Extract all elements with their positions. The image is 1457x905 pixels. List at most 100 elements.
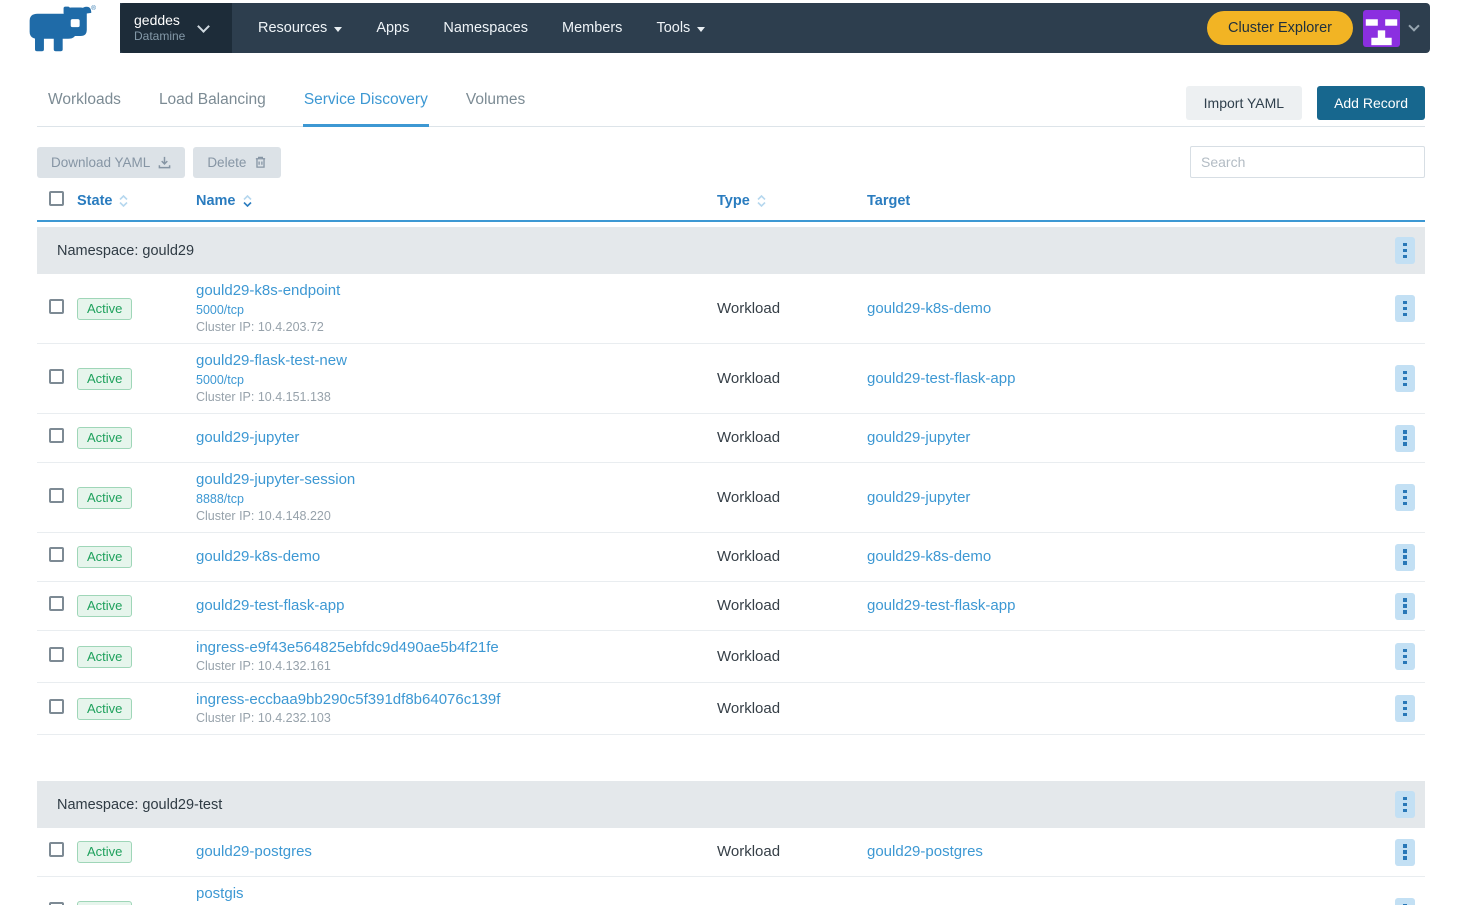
avatar[interactable]: [1363, 9, 1400, 47]
service-name-link[interactable]: postgis: [196, 885, 244, 902]
nav-item-label: Namespaces: [443, 20, 528, 36]
table-row: Active gould29-k8s-demo Workload gould29…: [37, 533, 1425, 582]
type-text: Workload: [717, 843, 781, 860]
nav-item-label: Resources: [258, 20, 328, 36]
service-name-link[interactable]: ingress-e9f43e564825ebfdc9d490ae5b4f21fe: [196, 639, 499, 656]
row-checkbox[interactable]: [49, 487, 64, 503]
target-link[interactable]: gould29-test-flask-app: [867, 597, 1016, 614]
search-input[interactable]: [1190, 146, 1425, 178]
table-row: Active gould29-postgres Workload gould29…: [37, 828, 1425, 877]
row-checkbox[interactable]: [49, 646, 64, 662]
select-all-checkbox[interactable]: [49, 191, 64, 206]
row-checkbox[interactable]: [49, 842, 64, 857]
namespace-label: Namespace: gould29-test: [57, 796, 223, 813]
column-header-target[interactable]: Target: [867, 193, 1385, 209]
target-link[interactable]: gould29-jupyter: [867, 488, 971, 506]
row-actions-kebab-icon[interactable]: [1395, 424, 1415, 452]
nav-item-label: Members: [562, 20, 623, 36]
service-port-link[interactable]: 5000/tcp: [196, 303, 244, 317]
target-link[interactable]: gould29-jupyter: [867, 429, 971, 446]
status-badge: Active: [77, 367, 133, 390]
service-name-link[interactable]: gould29-jupyter: [196, 429, 300, 446]
tab-volumes[interactable]: Volumes: [465, 91, 526, 108]
type-text: Workload: [717, 597, 781, 614]
nav-item-members[interactable]: Members: [562, 20, 622, 36]
table-header: State Name Type Target: [37, 191, 1425, 222]
namespace-actions-kebab-icon[interactable]: [1395, 791, 1415, 818]
target-link[interactable]: gould29-k8s-demo: [867, 548, 992, 565]
delete-button[interactable]: Delete: [193, 146, 282, 178]
cluster-ip-text: Cluster IP: 10.4.132.161: [196, 659, 331, 673]
table-row: Active ingress-e9f43e564825ebfdc9d490ae5…: [37, 631, 1425, 683]
delete-label: Delete: [207, 154, 247, 170]
type-text: Workload: [717, 299, 781, 317]
add-record-button[interactable]: Add Record: [1317, 86, 1425, 120]
rancher-logo[interactable]: ®: [0, 3, 120, 53]
service-name-link[interactable]: gould29-k8s-endpoint: [196, 282, 341, 299]
cluster-project-switcher[interactable]: geddes Datamine: [120, 3, 232, 53]
row-actions-kebab-icon[interactable]: [1395, 484, 1415, 511]
top-navigation-bar: ® geddes Datamine Resources Apps Namespa…: [0, 0, 1457, 53]
service-name-link[interactable]: gould29-jupyter-session: [196, 471, 356, 488]
row-checkbox[interactable]: [49, 698, 64, 714]
download-yaml-button[interactable]: Download YAML: [37, 146, 186, 178]
tab-load-balancing[interactable]: Load Balancing: [158, 91, 266, 108]
cluster-explorer-button[interactable]: Cluster Explorer: [1207, 11, 1353, 45]
row-checkbox[interactable]: [49, 368, 64, 384]
target-link[interactable]: gould29-postgres: [867, 903, 983, 905]
row-actions-kebab-icon[interactable]: [1395, 695, 1415, 722]
status-badge: Active: [77, 900, 133, 905]
row-actions-kebab-icon[interactable]: [1395, 592, 1415, 620]
row-actions-kebab-icon[interactable]: [1395, 838, 1415, 866]
cluster-name: geddes: [134, 11, 180, 28]
status-badge: Active: [77, 697, 133, 720]
row-actions-kebab-icon[interactable]: [1395, 898, 1415, 905]
user-menu-chevron-down-icon[interactable]: [1408, 20, 1420, 32]
service-name-link[interactable]: gould29-flask-test-new: [196, 352, 347, 369]
service-name-link[interactable]: gould29-postgres: [196, 843, 312, 860]
cluster-ip-text: Cluster IP: 10.4.203.72: [196, 320, 324, 334]
cluster-ip-text: Cluster IP: 10.4.151.138: [196, 390, 331, 404]
type-text: Workload: [717, 429, 781, 446]
tab-workloads[interactable]: Workloads: [48, 91, 121, 108]
service-name-link[interactable]: gould29-k8s-demo: [196, 548, 321, 565]
column-header-type[interactable]: Type: [717, 193, 867, 209]
nav-item-namespaces[interactable]: Namespaces: [443, 20, 528, 36]
row-checkbox[interactable]: [49, 428, 64, 443]
target-link[interactable]: gould29-test-flask-app: [867, 369, 1016, 387]
service-port-link[interactable]: 8888/tcp: [196, 492, 244, 506]
row-actions-kebab-icon[interactable]: [1395, 365, 1415, 392]
type-text: Workload: [717, 548, 781, 565]
namespace-group-gould29: Namespace: gould29 Active gould29-k8s-en…: [37, 227, 1425, 735]
row-actions-kebab-icon[interactable]: [1395, 295, 1415, 322]
row-checkbox[interactable]: [49, 298, 64, 314]
type-text: Workload: [717, 903, 780, 905]
namespace-actions-kebab-icon[interactable]: [1395, 237, 1415, 264]
table-row: Active gould29-jupyter Workload gould29-…: [37, 414, 1425, 463]
table-row: Active gould29-flask-test-new 5000/tcp C…: [37, 344, 1425, 414]
tab-service-discovery[interactable]: Service Discovery: [302, 83, 429, 127]
row-actions-kebab-icon[interactable]: [1395, 643, 1415, 670]
namespace-group-header: Namespace: gould29: [37, 227, 1425, 274]
row-checkbox[interactable]: [49, 547, 64, 562]
nav-item-apps[interactable]: Apps: [376, 20, 409, 36]
row-checkbox[interactable]: [49, 901, 64, 905]
status-badge: Active: [77, 297, 133, 320]
import-yaml-button[interactable]: Import YAML: [1185, 86, 1303, 120]
column-label: State: [77, 193, 113, 209]
target-link[interactable]: gould29-k8s-demo: [867, 299, 992, 317]
nav-item-resources[interactable]: Resources: [258, 20, 343, 36]
table-row: Active gould29-jupyter-session 8888/tcp …: [37, 463, 1425, 533]
target-link[interactable]: gould29-postgres: [867, 843, 983, 860]
service-port-link[interactable]: 5000/tcp: [196, 373, 244, 387]
service-name-link[interactable]: ingress-eccbaa9bb290c5f391df8b64076c139f: [196, 691, 501, 708]
service-name-link[interactable]: gould29-test-flask-app: [196, 597, 345, 614]
type-text: Workload: [717, 369, 781, 387]
table-row: Active gould29-test-flask-app Workload g…: [37, 582, 1425, 631]
column-header-state[interactable]: State: [77, 193, 196, 209]
column-header-name[interactable]: Name: [196, 193, 717, 209]
nav-item-tools[interactable]: Tools: [656, 20, 706, 36]
row-checkbox[interactable]: [49, 596, 64, 611]
status-badge: Active: [77, 645, 133, 668]
row-actions-kebab-icon[interactable]: [1395, 543, 1415, 571]
